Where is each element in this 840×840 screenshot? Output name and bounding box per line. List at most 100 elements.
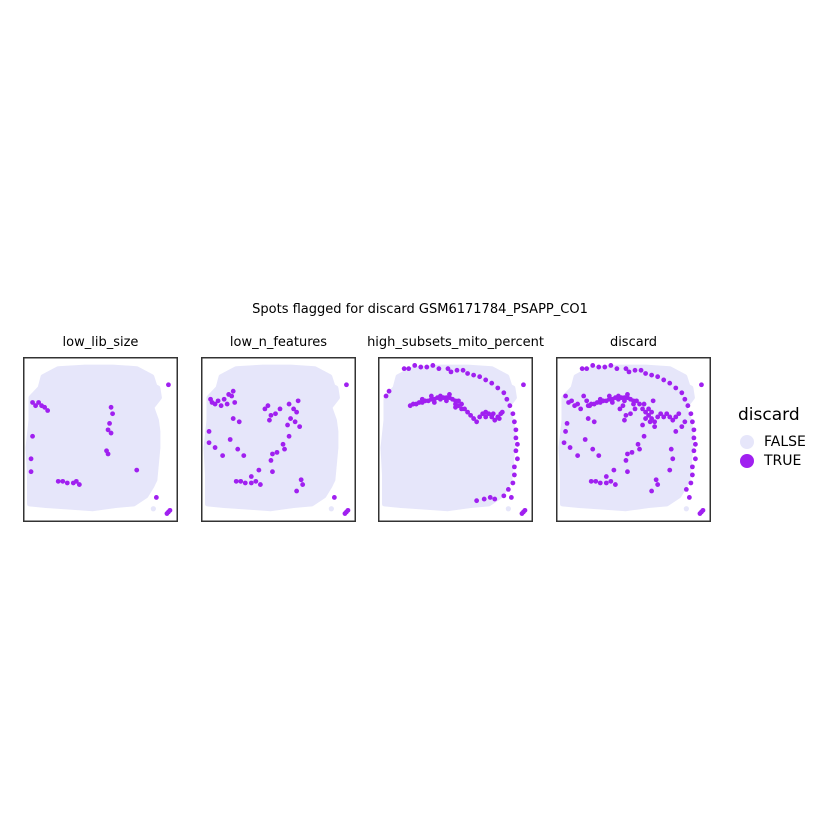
spot-true: [477, 414, 483, 420]
spot-true: [436, 366, 442, 372]
spot-true: [649, 372, 655, 378]
spot-true: [578, 406, 584, 412]
spot-true: [477, 374, 483, 380]
spot-true: [418, 364, 424, 370]
spot-true: [265, 403, 271, 409]
facet-panel-high_subsets_mito_percent: high_subsets_mito_percent: [367, 335, 544, 522]
spot-true: [342, 511, 348, 516]
spot-true: [496, 416, 502, 421]
tissue-spots-false: [25, 364, 162, 512]
spot-true: [241, 453, 247, 458]
spot-true: [575, 453, 581, 458]
spot-true: [504, 396, 510, 402]
spot-true: [606, 393, 612, 399]
legend-swatch-false: [740, 434, 754, 449]
spot-true: [166, 382, 171, 388]
spot-true: [638, 367, 644, 373]
spot-true: [459, 406, 464, 412]
spot-true: [510, 480, 516, 486]
spot-true: [412, 363, 418, 368]
spot-true: [42, 404, 48, 410]
chart-title: Spots flagged for discard GSM6171784_PSA…: [252, 302, 588, 317]
spot-true: [617, 406, 623, 412]
spot-true: [661, 377, 667, 383]
spot-false: [505, 506, 511, 512]
spot-true: [471, 372, 477, 378]
spot-true: [667, 380, 673, 386]
spot-true: [383, 393, 389, 399]
spot-true: [688, 480, 694, 486]
spot-true: [445, 366, 451, 372]
spot-true: [73, 478, 79, 484]
facet-panel-low_lib_size: low_lib_size: [23, 335, 178, 522]
spot-true: [511, 419, 517, 425]
spot-true: [563, 429, 568, 434]
spot-true: [646, 406, 651, 412]
spot-true: [483, 377, 489, 383]
spot-true: [386, 388, 392, 394]
spot-true: [596, 364, 602, 370]
spot-true: [591, 419, 597, 425]
spot-true: [134, 467, 140, 473]
spot-true: [268, 458, 274, 463]
spot-true: [248, 480, 254, 486]
spot-true: [688, 411, 694, 417]
spot-true: [331, 495, 337, 500]
spot-true: [267, 417, 272, 423]
spot-true: [474, 419, 480, 425]
spot-true: [697, 511, 703, 516]
spot-true: [686, 495, 692, 500]
spot-true: [481, 496, 487, 502]
panel-border: [201, 357, 356, 522]
spot-true: [483, 409, 489, 415]
spot-true: [673, 414, 679, 420]
spot-true: [242, 480, 248, 486]
spot-true: [699, 382, 704, 388]
spot-true: [294, 488, 300, 494]
spot-true: [282, 446, 287, 452]
tissue-spots-false: [558, 364, 695, 512]
spot-true: [597, 396, 603, 402]
tissue-spots-false: [380, 364, 517, 512]
spot-true: [641, 401, 647, 407]
spot-true: [603, 474, 609, 479]
spot-true: [285, 422, 290, 428]
spot-true: [670, 417, 676, 423]
spot-true: [597, 480, 603, 486]
spot-true: [649, 409, 655, 415]
spot-true: [513, 427, 519, 433]
spot-true: [105, 427, 111, 433]
spot-true: [107, 421, 112, 426]
spot-true: [419, 396, 425, 402]
spot-true: [273, 411, 278, 417]
spot-true: [108, 404, 114, 410]
spot-true: [286, 401, 292, 407]
spot-true: [575, 401, 581, 407]
spot-true: [30, 400, 35, 405]
legend-swatch-true: [740, 453, 754, 468]
spot-true: [683, 487, 689, 492]
spot-true: [647, 419, 653, 425]
spot-true: [626, 369, 632, 375]
spot-true: [230, 416, 236, 421]
spot-true: [510, 411, 516, 417]
spot-true: [253, 478, 259, 484]
spot-true: [614, 366, 620, 372]
spot-true: [424, 364, 430, 370]
spot-true: [229, 393, 235, 399]
facet-label: low_lib_size: [63, 335, 139, 350]
spot-true: [406, 366, 412, 372]
spot-true: [623, 412, 629, 418]
panel-border: [556, 357, 711, 522]
spot-true: [596, 453, 602, 458]
spot-true: [673, 429, 679, 434]
spot-true: [673, 385, 679, 391]
spot-true: [105, 451, 111, 457]
spot-true: [55, 478, 61, 484]
panel-border: [23, 357, 178, 522]
spot-true: [511, 464, 517, 470]
spot-true: [590, 363, 596, 368]
spot-true: [215, 398, 221, 404]
spot-true: [522, 507, 528, 513]
spot-true: [224, 401, 230, 407]
